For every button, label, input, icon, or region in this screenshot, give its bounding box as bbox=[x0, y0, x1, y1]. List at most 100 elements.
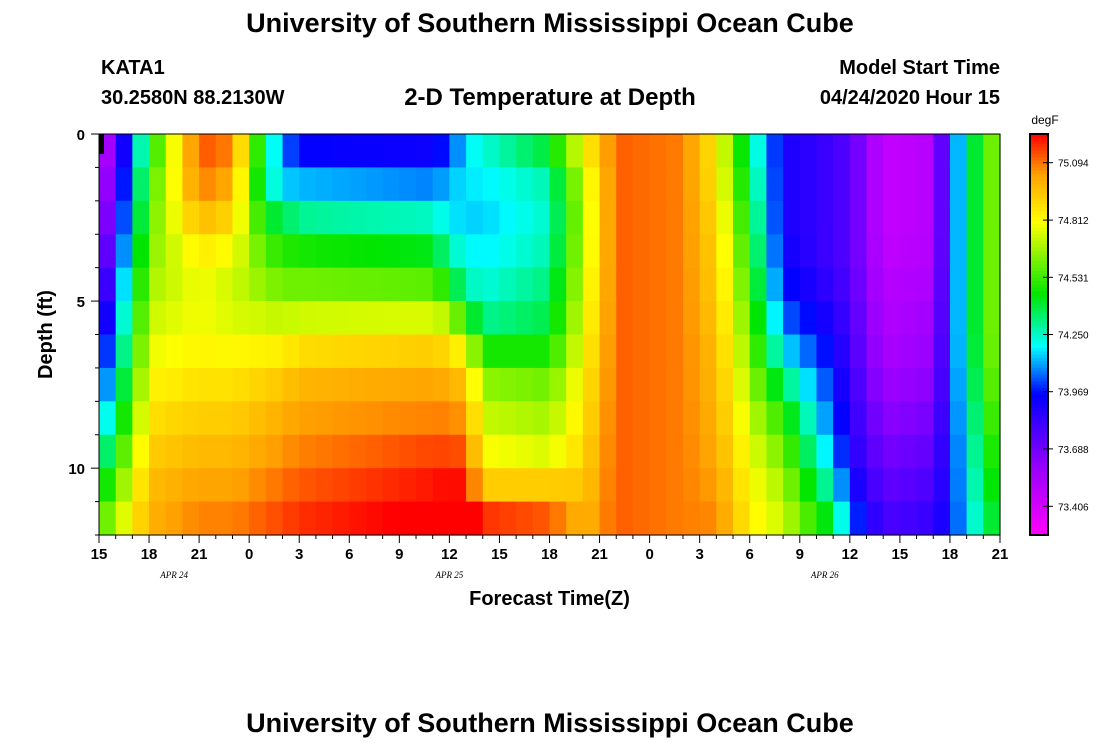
heatmap-cell bbox=[966, 401, 984, 436]
x-tick-label: 15 bbox=[91, 546, 108, 563]
chart-title: University of Southern Mississippi Ocean… bbox=[246, 8, 854, 38]
heatmap-cell bbox=[399, 468, 417, 503]
colorbar-swatch bbox=[1030, 147, 1048, 152]
heatmap-cell bbox=[115, 468, 133, 503]
heatmap-cell bbox=[733, 468, 751, 503]
heatmap-cell bbox=[249, 200, 267, 235]
heatmap-cell bbox=[916, 401, 934, 436]
heatmap-cell bbox=[749, 301, 768, 336]
heatmap-cell bbox=[666, 401, 684, 436]
y-axis-label: Depth (ft) bbox=[35, 290, 57, 379]
heatmap-cell bbox=[983, 501, 1001, 536]
heatmap-cell bbox=[933, 301, 951, 336]
heatmap-cell bbox=[115, 501, 133, 536]
heatmap-cell bbox=[499, 267, 517, 302]
colorbar-swatch bbox=[1030, 418, 1048, 422]
heatmap-cell bbox=[349, 468, 367, 503]
heatmap-cell bbox=[182, 200, 200, 235]
colorbar-swatch bbox=[1030, 384, 1048, 389]
heatmap-cell bbox=[799, 501, 818, 536]
heatmap-cell bbox=[232, 501, 250, 536]
heatmap-cell bbox=[616, 134, 634, 169]
heatmap-cell bbox=[799, 401, 818, 436]
heatmap-cell bbox=[582, 234, 601, 269]
colorbar-swatch bbox=[1030, 254, 1048, 259]
heatmap-cell bbox=[866, 267, 884, 302]
heatmap-cell bbox=[315, 200, 334, 235]
heatmap-cell bbox=[849, 167, 868, 202]
heatmap-cell bbox=[349, 434, 367, 469]
heatmap-cell bbox=[833, 267, 851, 302]
heatmap-cell bbox=[733, 234, 751, 269]
heatmap-cell bbox=[132, 301, 150, 336]
heatmap-cell bbox=[416, 200, 434, 235]
heatmap-cell bbox=[332, 301, 350, 336]
colorbar-swatch bbox=[1030, 431, 1048, 436]
heatmap-cell bbox=[299, 401, 317, 436]
heatmap-cell bbox=[215, 401, 234, 436]
heatmap-cell bbox=[766, 334, 784, 369]
x-tick-label: 12 bbox=[441, 546, 458, 563]
heatmap-cell bbox=[516, 501, 534, 536]
heatmap-cell bbox=[716, 200, 734, 235]
colorbar-swatch bbox=[1030, 524, 1048, 529]
heatmap-cell bbox=[182, 434, 200, 469]
y-tick-label: 5 bbox=[77, 294, 85, 311]
heatmap-cell bbox=[349, 501, 367, 536]
heatmap-cell bbox=[365, 367, 384, 402]
heatmap-cell bbox=[432, 334, 450, 369]
heatmap-cell bbox=[199, 200, 217, 235]
heatmap-cell bbox=[199, 434, 217, 469]
heatmap-cell bbox=[332, 200, 350, 235]
heatmap-cell bbox=[449, 367, 467, 402]
colorbar-swatch bbox=[1030, 394, 1048, 399]
heatmap-cell bbox=[115, 167, 133, 202]
heatmap-cell bbox=[632, 301, 651, 336]
heatmap-cell bbox=[249, 334, 267, 369]
heatmap-cell bbox=[616, 468, 634, 503]
heatmap-cell bbox=[566, 434, 584, 469]
heatmap-cell bbox=[649, 401, 667, 436]
colorbar-swatch bbox=[1030, 170, 1048, 175]
heatmap-cell bbox=[332, 334, 350, 369]
colorbar-swatch bbox=[1030, 134, 1048, 138]
colorbar-swatch bbox=[1030, 451, 1048, 456]
heatmap-cell bbox=[549, 367, 567, 402]
colorbar-swatch bbox=[1030, 474, 1048, 479]
heatmap-cell bbox=[182, 367, 200, 402]
colorbar-swatch bbox=[1030, 377, 1048, 382]
heatmap-cell bbox=[749, 134, 768, 169]
heatmap-cell bbox=[599, 434, 617, 469]
heatmap-cell bbox=[149, 468, 167, 503]
heatmap-cell bbox=[99, 200, 117, 235]
heatmap-cell bbox=[232, 434, 250, 469]
heatmap-cell bbox=[666, 301, 684, 336]
heatmap-cell bbox=[649, 301, 667, 336]
heatmap-cell bbox=[132, 267, 150, 302]
heatmap-cell bbox=[466, 334, 484, 369]
heatmap-cell bbox=[549, 468, 567, 503]
heatmap-cell bbox=[699, 267, 717, 302]
heatmap-cell bbox=[416, 468, 434, 503]
heatmap-cell bbox=[149, 200, 167, 235]
colorbar-swatch bbox=[1030, 197, 1048, 202]
colorbar-swatch bbox=[1030, 157, 1048, 162]
heatmap-cell bbox=[933, 468, 951, 503]
heatmap-cell bbox=[849, 401, 868, 436]
heatmap-cell bbox=[399, 501, 417, 536]
heatmap-cell bbox=[983, 334, 1001, 369]
heatmap-cell bbox=[916, 134, 934, 169]
heatmap-cell bbox=[516, 468, 534, 503]
colorbar-swatch bbox=[1030, 367, 1048, 372]
colorbar-swatch bbox=[1030, 354, 1048, 359]
colorbar-swatch bbox=[1030, 311, 1048, 316]
heatmap-cell bbox=[99, 367, 117, 402]
heatmap-cell bbox=[666, 334, 684, 369]
heatmap-cell bbox=[949, 434, 968, 469]
heatmap-cell bbox=[315, 301, 334, 336]
heatmap-cell bbox=[916, 334, 934, 369]
heatmap-cell bbox=[699, 234, 717, 269]
heatmap-cell bbox=[783, 134, 801, 169]
heatmap-cell bbox=[432, 468, 450, 503]
heatmap-cell bbox=[99, 334, 117, 369]
